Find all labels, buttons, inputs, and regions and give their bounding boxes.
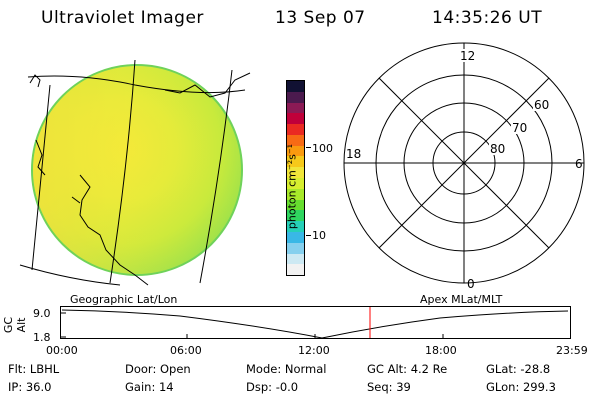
colorbar-segment <box>287 134 304 146</box>
colorbar-segment <box>287 145 304 157</box>
colorbar-segment <box>287 231 304 243</box>
info-glon: GLon: 299.3 <box>486 380 556 394</box>
coastline <box>164 72 251 98</box>
uv-image-panel <box>19 59 251 286</box>
info-gain: Gain: 14 <box>125 380 174 394</box>
time-label: 14:35:26 UT <box>432 8 543 28</box>
mlt-label-top: 12 <box>460 49 475 63</box>
colorbar-segment <box>287 264 304 276</box>
colorbar-segment <box>287 188 304 200</box>
geographic-label: Geographic Lat/Lon <box>70 293 178 306</box>
colorbar-segment <box>287 242 304 254</box>
time-tick-0: 00:00 <box>46 344 78 357</box>
info-seq: Seq: 39 <box>367 380 411 394</box>
colorbar-segment <box>287 221 304 232</box>
colorbar-tick-100: 100 <box>312 142 333 155</box>
info-door: Door: Open <box>125 362 191 376</box>
altitude-ytick-top: 9.0 <box>33 307 51 320</box>
altitude-plot-frame <box>60 306 571 339</box>
colorbar-segment <box>287 124 304 135</box>
info-ip: IP: 36.0 <box>8 380 52 394</box>
info-dsp: Dsp: -0.0 <box>246 380 299 394</box>
colorbar-segment <box>287 156 304 168</box>
mlt-label-right: 6 <box>575 157 583 171</box>
colorbar <box>286 80 305 276</box>
coastline <box>29 74 41 88</box>
polar-diagonal <box>378 77 550 249</box>
coastline <box>79 174 149 286</box>
altitude-ylabel: GC Alt <box>2 316 28 334</box>
time-tick-1: 06:00 <box>170 344 202 357</box>
colorbar-segment <box>287 102 304 114</box>
colorbar-segment <box>287 253 304 265</box>
lat-label-70: 70 <box>512 121 527 135</box>
meridian-line <box>199 69 233 284</box>
colorbar-tick-mark <box>306 147 311 148</box>
meridian-line <box>31 84 51 271</box>
lat-label-80: 80 <box>490 142 505 156</box>
instrument-title: Ultraviolet Imager <box>41 8 204 28</box>
time-tick-3: 18:00 <box>425 344 457 357</box>
info-glat: GLat: -28.8 <box>486 362 551 376</box>
info-mode: Mode: Normal <box>246 362 327 376</box>
lat-label-60: 60 <box>534 98 549 112</box>
colorbar-segment <box>287 91 304 103</box>
info-filter: Flt: LBHL <box>8 362 60 376</box>
parallel-line <box>27 75 246 94</box>
altitude-curve <box>61 309 569 339</box>
coastline <box>71 196 81 204</box>
altitude-plot <box>60 306 571 339</box>
date-label: 13 Sep 07 <box>275 8 366 28</box>
colorbar-segment <box>287 81 304 92</box>
time-tick-4: 23:59 <box>556 344 588 357</box>
mlt-label-bottom: 0 <box>467 277 475 291</box>
colorbar-tick-mark <box>306 235 311 236</box>
info-gc-alt: GC Alt: 4.2 Re <box>367 362 448 376</box>
parallel-line <box>19 264 121 286</box>
coastline <box>35 139 46 176</box>
meridian-line <box>109 59 136 284</box>
polar-grid: 12 18 6 0 60 70 80 <box>343 42 585 291</box>
colorbar-segment <box>287 178 304 189</box>
mlt-label-left: 18 <box>346 147 361 161</box>
altitude-ytick-bottom: 1.8 <box>33 331 51 344</box>
colorbar-segment <box>287 210 304 222</box>
colorbar-tick-10: 10 <box>312 229 326 242</box>
apex-label: Apex MLat/MLT <box>420 293 503 306</box>
colorbar-segment <box>287 199 304 211</box>
time-tick-2: 12:00 <box>298 344 330 357</box>
colorbar-unit-label: photon cm⁻²s⁻¹ <box>285 143 299 230</box>
colorbar-segment <box>287 113 304 125</box>
colorbar-segment <box>287 167 304 179</box>
